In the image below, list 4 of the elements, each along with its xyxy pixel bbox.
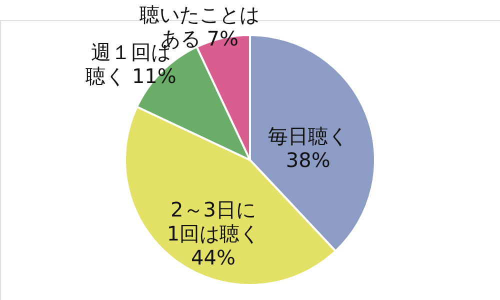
slice-label: 2～3日に1回は聴く: [166, 198, 260, 246]
slice-label: 毎日聴く: [268, 124, 348, 148]
data-label: 38%: [286, 148, 330, 172]
data-label: 44%: [191, 246, 236, 270]
